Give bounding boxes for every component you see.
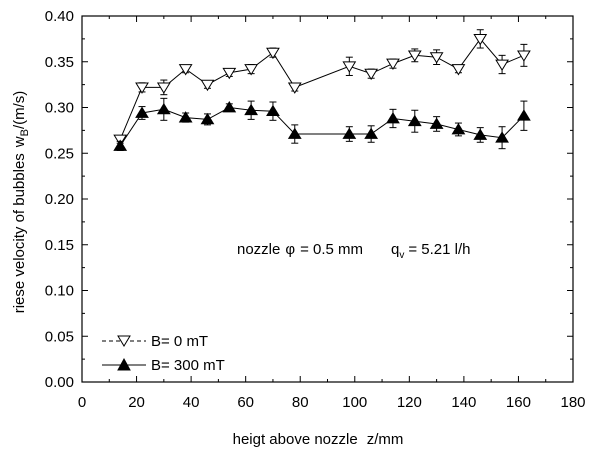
data-point — [342, 127, 357, 139]
x-tick-label: 100 — [342, 394, 367, 411]
y-tick-label: 0.35 — [45, 54, 74, 71]
y-axis-title: riese velocity of bubbleswB/(m/s) — [11, 91, 31, 314]
data-point — [451, 64, 466, 76]
data-point — [495, 131, 509, 143]
x-tick-label: 20 — [128, 394, 145, 411]
data-point — [407, 114, 422, 127]
data-point — [386, 58, 400, 71]
data-point — [135, 106, 149, 118]
data-point — [364, 68, 379, 81]
series-line — [119, 106, 525, 147]
legend-marker-b0 — [117, 335, 131, 347]
data-point — [473, 128, 488, 140]
data-point — [113, 139, 128, 151]
y-tick-label: 0.20 — [45, 191, 74, 208]
series-line — [119, 38, 525, 140]
plot-border — [81, 15, 574, 383]
data-point — [178, 64, 193, 76]
x-axis: 0 20 40 60 80 100 120 140 160 180 — [78, 16, 586, 411]
data-point — [429, 117, 444, 129]
series-layer — [113, 29, 531, 152]
data-point — [342, 61, 357, 73]
x-tick-label: 120 — [397, 394, 422, 411]
data-point — [156, 82, 171, 94]
data-point — [135, 82, 149, 94]
x-tick-label: 40 — [183, 394, 200, 411]
x-tick-label: 140 — [451, 394, 476, 411]
data-point — [266, 47, 280, 60]
y-tick-label: 0.40 — [45, 8, 74, 25]
data-point — [222, 101, 237, 113]
data-point — [244, 103, 259, 116]
data-point — [156, 102, 171, 115]
y-tick-label: 0.00 — [45, 374, 74, 391]
y-tick-label: 0.05 — [45, 328, 74, 345]
y-tick-label: 0.25 — [45, 145, 74, 162]
data-point — [200, 79, 215, 92]
y-tick-label: 0.15 — [45, 237, 74, 254]
nozzle-annotation: nozzle φ = 0.5 mm qv = 5.21 l/h — [237, 241, 471, 261]
x-tick-label: 60 — [237, 394, 254, 411]
x-axis-title: heigt above nozzle z/mm — [233, 431, 404, 448]
data-point — [178, 111, 193, 123]
data-point — [222, 67, 237, 80]
data-point — [244, 64, 259, 76]
series-0 — [113, 29, 531, 146]
data-point — [495, 59, 509, 71]
plot-frame — [81, 15, 574, 383]
legend-marker-b300 — [117, 357, 131, 371]
y-tick-label: 0.30 — [45, 100, 74, 117]
data-point — [407, 50, 422, 62]
data-point — [287, 82, 302, 94]
data-point — [517, 109, 531, 121]
x-tick-label: 0 — [78, 394, 86, 411]
data-point — [517, 50, 531, 62]
data-point — [386, 112, 400, 124]
data-point — [200, 112, 215, 125]
data-point — [451, 122, 466, 135]
data-point — [364, 127, 379, 139]
x-tick-label: 80 — [292, 394, 309, 411]
y-tick-label: 0.10 — [45, 283, 74, 300]
data-point — [473, 33, 488, 46]
x-tick-label: 160 — [506, 394, 531, 411]
x-tick-label: 180 — [560, 394, 585, 411]
legend-label-b0: B= 0 mT — [151, 333, 208, 350]
data-point — [287, 127, 302, 139]
data-point — [429, 52, 444, 64]
legend: B= 0 mT B= 300 mT — [102, 333, 225, 374]
series-1 — [113, 97, 531, 152]
data-point — [266, 104, 280, 117]
legend-label-b300: B= 300 mT — [151, 357, 225, 374]
y-axis: 0.00 0.05 0.10 0.15 0.20 0.25 0.30 0.35 0.40 — [45, 8, 573, 391]
